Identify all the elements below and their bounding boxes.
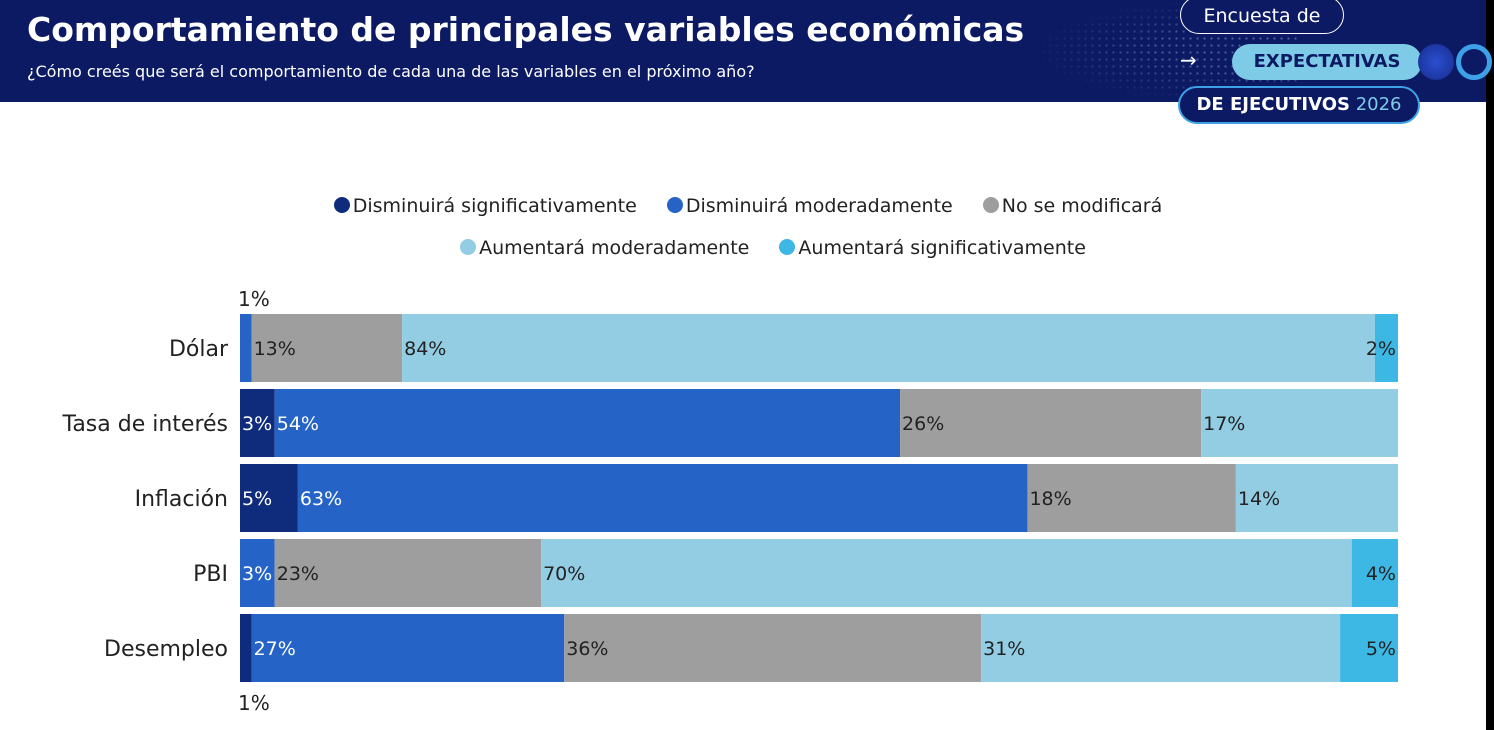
data-label: 23% xyxy=(277,563,319,585)
bar-segment xyxy=(251,614,565,682)
legend-item: No se modificará xyxy=(982,195,1163,217)
data-label: 2% xyxy=(1366,338,1396,360)
survey-badge-line1: Encuesta de xyxy=(1180,0,1344,34)
page-subtitle: ¿Cómo creés que será el comportamiento d… xyxy=(27,62,755,81)
data-label: 5% xyxy=(242,488,272,510)
legend-item: Disminuirá significativamente xyxy=(333,195,637,217)
legend-label: Aumentará significativamente xyxy=(798,237,1086,259)
data-label: 1% xyxy=(238,287,270,311)
bar-segment xyxy=(274,389,901,457)
data-label: 14% xyxy=(1238,488,1280,510)
legend-swatch xyxy=(333,197,350,213)
data-label: 13% xyxy=(254,338,296,360)
right-arrow-icon: → xyxy=(1180,48,1197,72)
data-label: 5% xyxy=(1366,638,1396,660)
bar-segment xyxy=(981,614,1341,682)
bar-segment xyxy=(251,314,403,382)
legend-row-2: Aumentará moderadamente Aumentará signif… xyxy=(0,237,1486,259)
category-label: Tasa de interés xyxy=(62,412,228,437)
data-label: 3% xyxy=(242,413,272,435)
data-label: 70% xyxy=(543,563,585,585)
data-label: 1% xyxy=(238,691,270,715)
bar-segment xyxy=(1374,314,1398,382)
bar-segment xyxy=(564,614,982,682)
legend-label: No se modificará xyxy=(1001,195,1163,217)
survey-badge-line3-text: DE EJECUTIVOS xyxy=(1196,94,1350,115)
bar-segment xyxy=(240,314,252,382)
data-label: 4% xyxy=(1366,563,1396,585)
bar-segment xyxy=(240,464,298,532)
legend-swatch xyxy=(779,239,796,255)
category-label: Dólar xyxy=(169,337,229,362)
data-label: 26% xyxy=(902,413,944,435)
legend-item: Disminuirá moderadamente xyxy=(666,195,953,217)
data-label: 36% xyxy=(566,638,608,660)
bar-segment xyxy=(1201,389,1398,457)
bar-segment xyxy=(900,389,1202,457)
legend-label: Disminuirá significativamente xyxy=(352,195,637,217)
survey-badge-line3: DE EJECUTIVOS 2026 xyxy=(1178,86,1420,124)
data-label: 18% xyxy=(1029,488,1071,510)
data-label: 84% xyxy=(404,338,446,360)
data-label: 54% xyxy=(277,413,319,435)
data-label: 63% xyxy=(300,488,342,510)
legend-row-1: Disminuirá significativamente Disminuirá… xyxy=(0,195,1486,217)
legend-swatch xyxy=(666,197,683,213)
page-title: Comportamiento de principales variables … xyxy=(27,10,1025,49)
category-label: Desempleo xyxy=(104,637,228,662)
bar-segment xyxy=(1351,539,1398,607)
data-label: 3% xyxy=(242,563,272,585)
data-label: 27% xyxy=(254,638,296,660)
bar-segment xyxy=(297,464,1028,532)
legend-swatch xyxy=(460,239,477,255)
bar-segment xyxy=(402,314,1375,382)
bar-segment xyxy=(1340,614,1398,682)
survey-badge-year: 2026 xyxy=(1355,94,1402,115)
bar-segment xyxy=(240,539,275,607)
legend-label: Aumentará moderadamente xyxy=(479,237,750,259)
survey-badge-line2: EXPECTATIVAS xyxy=(1232,44,1422,80)
bar-segment xyxy=(240,389,275,457)
legend-label: Disminuirá moderadamente xyxy=(685,195,953,217)
data-label: 31% xyxy=(983,638,1025,660)
decorative-ring-icon xyxy=(1456,44,1492,80)
data-label: 17% xyxy=(1203,413,1245,435)
right-border xyxy=(1486,0,1494,730)
bar-segment xyxy=(541,539,1352,607)
category-label: PBI xyxy=(193,562,228,587)
bar-segment xyxy=(274,539,542,607)
legend-item: Aumentará significativamente xyxy=(779,237,1086,259)
bar-segment xyxy=(240,614,252,682)
bar-segment xyxy=(1235,464,1398,532)
legend-item: Aumentará moderadamente xyxy=(460,237,749,259)
bar-segment xyxy=(1027,464,1236,532)
category-label: Inflación xyxy=(135,487,228,512)
legend-swatch xyxy=(982,197,999,213)
decorative-circle-icon xyxy=(1418,44,1454,80)
